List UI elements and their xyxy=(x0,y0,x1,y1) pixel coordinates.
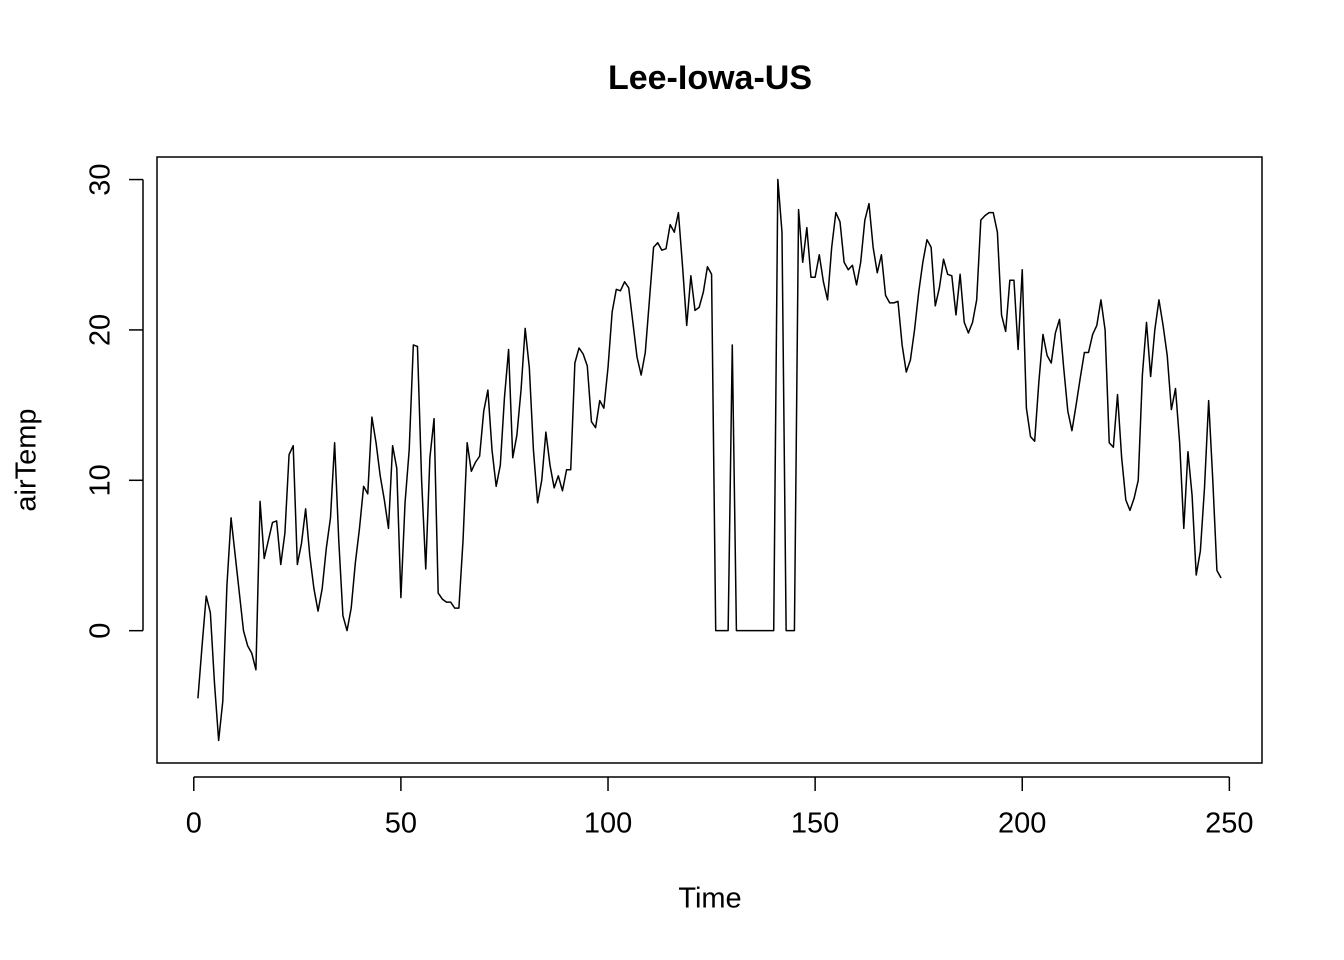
x-tick-label: 150 xyxy=(791,808,839,840)
y-tick-label: 0 xyxy=(85,623,117,639)
chart-title: Lee-Iowa-US xyxy=(608,59,812,97)
x-tick-label: 200 xyxy=(998,808,1046,840)
x-tick-label: 250 xyxy=(1205,808,1253,840)
x-tick-label: 0 xyxy=(186,808,202,840)
x-axis-label: Time xyxy=(678,883,741,915)
y-tick-label: 20 xyxy=(85,314,117,346)
plot-box xyxy=(156,156,1263,764)
data-line xyxy=(197,178,1222,742)
x-tick-label: 50 xyxy=(385,808,417,840)
y-tick-label: 30 xyxy=(85,163,117,195)
y-axis-label: airTemp xyxy=(11,408,43,511)
y-tick-label: 10 xyxy=(85,464,117,496)
x-tick-label: 100 xyxy=(584,808,632,840)
